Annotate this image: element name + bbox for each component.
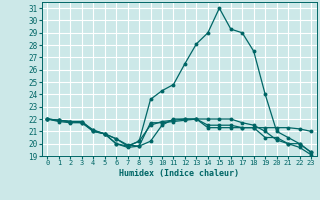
X-axis label: Humidex (Indice chaleur): Humidex (Indice chaleur) (119, 169, 239, 178)
